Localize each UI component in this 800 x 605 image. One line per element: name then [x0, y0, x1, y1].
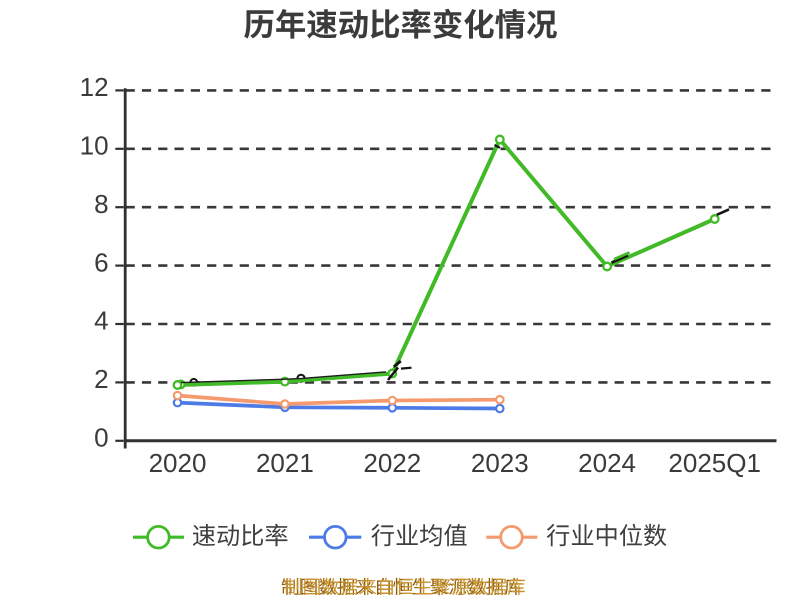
svg-text:10: 10	[80, 131, 109, 161]
svg-text:12: 12	[80, 72, 109, 102]
svg-text:2021: 2021	[256, 448, 314, 478]
svg-text:8: 8	[94, 189, 108, 219]
svg-text:2020: 2020	[149, 448, 207, 478]
svg-text:2: 2	[94, 364, 108, 394]
svg-text:2023: 2023	[471, 448, 529, 478]
svg-text:2024: 2024	[578, 448, 636, 478]
svg-text:4: 4	[94, 306, 108, 336]
svg-text:0: 0	[94, 423, 108, 453]
svg-text:2022: 2022	[363, 448, 421, 478]
svg-text:2025Q1: 2025Q1	[668, 448, 761, 478]
svg-text:6: 6	[94, 247, 108, 277]
